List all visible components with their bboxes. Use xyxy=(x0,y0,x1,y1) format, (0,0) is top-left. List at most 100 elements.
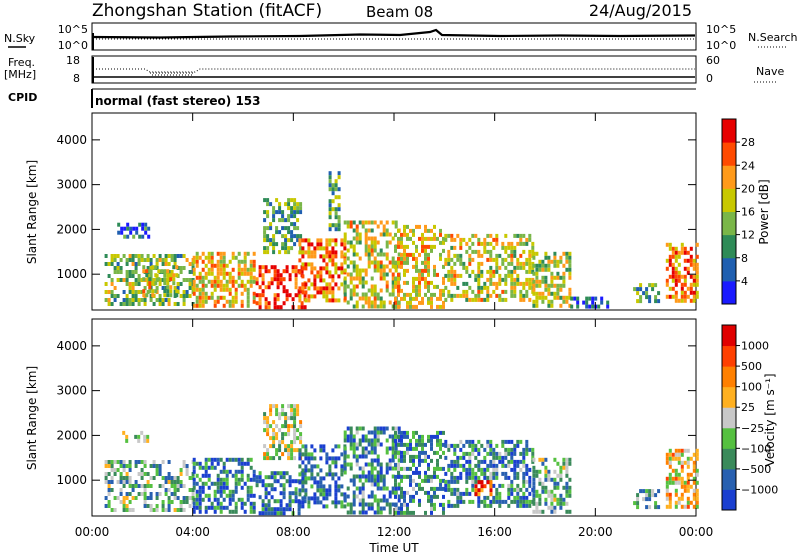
power-cell xyxy=(453,273,457,278)
colorbar-swatch xyxy=(722,366,736,388)
velocity-cell xyxy=(683,460,687,465)
power-cell xyxy=(123,234,127,239)
power-cell xyxy=(142,293,146,298)
velocity-cell xyxy=(400,442,403,447)
power-cell xyxy=(427,236,430,241)
velocity-cell xyxy=(361,446,365,451)
velocity-cell xyxy=(155,508,159,512)
velocity-cell xyxy=(264,495,268,500)
velocity-cell xyxy=(269,456,273,461)
power-cell xyxy=(328,254,332,259)
power-cell xyxy=(134,266,138,270)
power-cell xyxy=(442,292,445,297)
velocity-cell xyxy=(680,460,684,465)
power-cell xyxy=(246,303,250,308)
power-cell xyxy=(379,276,383,281)
power-cell xyxy=(379,288,383,293)
power-cell xyxy=(639,287,643,292)
velocity-cell xyxy=(418,486,421,491)
power-cell xyxy=(179,266,183,270)
velocity-cell xyxy=(304,448,308,453)
power-cell xyxy=(544,295,548,300)
power-cell xyxy=(465,249,469,254)
velocity-cell xyxy=(349,426,353,431)
power-cell xyxy=(175,273,179,278)
velocity-cell xyxy=(176,476,180,480)
power-cell xyxy=(427,252,430,257)
power-cell xyxy=(373,284,377,289)
velocity-cell xyxy=(361,426,365,431)
velocity-cell xyxy=(358,490,362,495)
velocity-cell xyxy=(421,446,424,451)
power-cell xyxy=(462,281,466,286)
power-cell xyxy=(264,285,268,290)
power-cell xyxy=(281,226,285,231)
power-cell xyxy=(169,277,173,282)
velocity-cell xyxy=(104,460,108,464)
power-cell xyxy=(403,244,406,249)
power-cell xyxy=(403,292,406,297)
velocity-cell xyxy=(269,404,273,409)
nsearch-label: N.Search xyxy=(748,31,798,44)
power-cell xyxy=(686,250,690,255)
velocity-cell xyxy=(261,507,265,512)
velocity-cell xyxy=(240,473,244,478)
power-cell xyxy=(201,283,205,288)
velocity-cell xyxy=(507,495,511,500)
velocity-cell xyxy=(501,459,505,464)
velocity-cell xyxy=(471,467,475,472)
velocity-cell xyxy=(352,482,356,487)
power-cell xyxy=(204,263,208,268)
velocity-cell xyxy=(510,491,514,496)
velocity-cell xyxy=(412,454,415,459)
power-cell xyxy=(692,262,696,267)
power-cell xyxy=(263,238,267,243)
velocity-cell xyxy=(376,454,380,459)
power-cell xyxy=(352,292,356,297)
power-cell xyxy=(210,271,214,276)
power-cell xyxy=(249,275,253,280)
velocity-cell xyxy=(528,503,532,508)
power-cell xyxy=(296,210,300,215)
velocity-cell xyxy=(358,438,362,443)
velocity-cell xyxy=(298,472,302,477)
velocity-cell xyxy=(285,471,289,476)
velocity-cell xyxy=(322,448,326,453)
velocity-cell xyxy=(532,469,536,474)
power-cell xyxy=(562,271,566,276)
velocity-cell xyxy=(270,487,274,492)
velocity-cell xyxy=(361,438,365,443)
velocity-cell xyxy=(433,506,436,511)
velocity-cell xyxy=(556,461,560,466)
power-cell xyxy=(316,242,320,247)
power-cell xyxy=(391,280,395,285)
velocity-cell xyxy=(204,493,208,498)
velocity-cell xyxy=(331,472,335,477)
power-cell xyxy=(185,278,189,282)
power-cell xyxy=(149,266,153,270)
velocity-cell xyxy=(334,480,338,485)
power-cell xyxy=(376,252,380,257)
velocity-cell xyxy=(415,430,418,435)
power-cell xyxy=(152,302,156,306)
power-cell xyxy=(391,256,395,261)
velocity-cell xyxy=(683,484,687,489)
power-cell xyxy=(275,226,279,231)
velocity-cell xyxy=(361,490,365,495)
velocity-cell xyxy=(273,475,277,480)
power-cell xyxy=(255,277,259,282)
velocity-cell xyxy=(535,489,539,494)
power-cell xyxy=(433,224,436,229)
velocity-cell xyxy=(376,474,380,479)
velocity-cell xyxy=(290,456,294,461)
nave-trace xyxy=(93,68,695,73)
power-cell xyxy=(394,264,397,269)
power-cell xyxy=(164,258,168,262)
power-cell xyxy=(447,293,451,298)
power-cell xyxy=(535,251,539,256)
power-cell xyxy=(550,275,554,280)
power-cell xyxy=(107,298,111,302)
power-cell xyxy=(444,257,448,262)
velocity-cell xyxy=(303,495,307,500)
